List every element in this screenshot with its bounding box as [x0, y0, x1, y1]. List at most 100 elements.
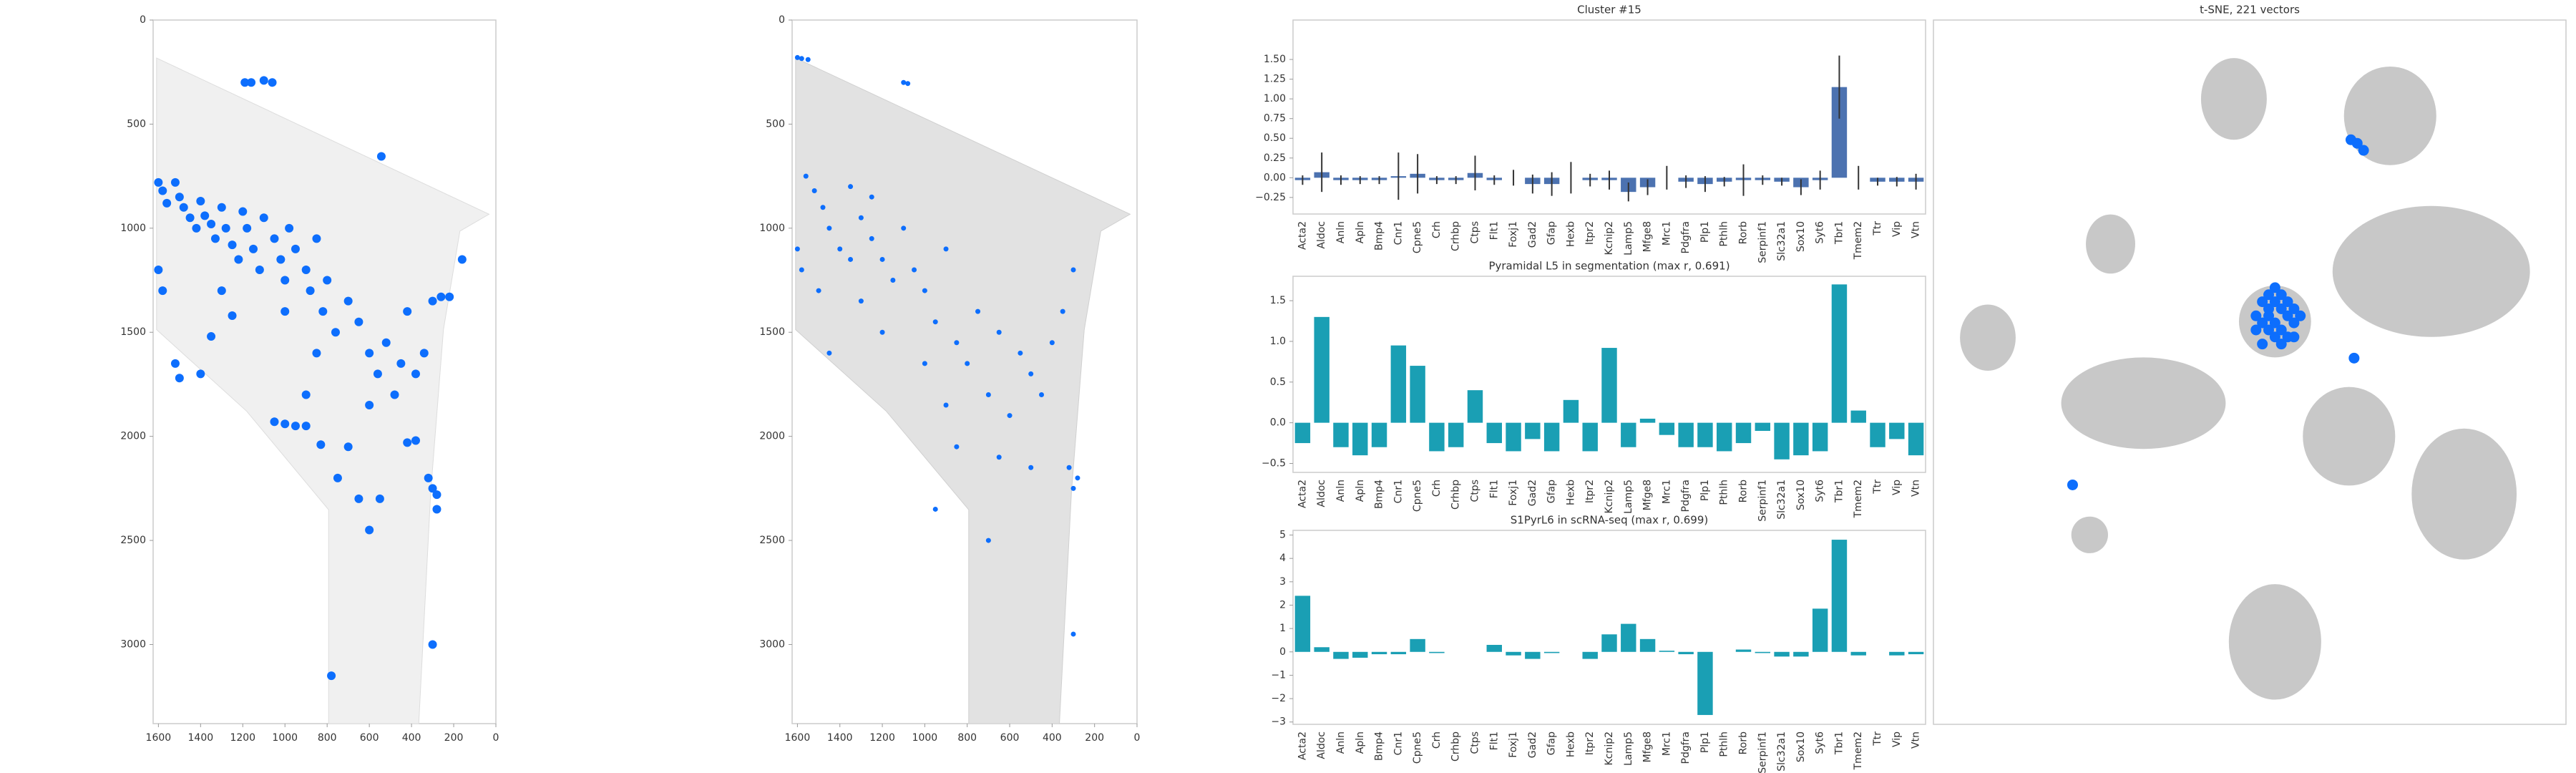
tissue-background	[795, 57, 1131, 724]
point	[811, 188, 817, 193]
bar	[1735, 422, 1752, 444]
x-tick-label: Mfge8	[1642, 731, 1654, 762]
bar	[1543, 651, 1560, 653]
x-tick-label: Crh	[1431, 480, 1443, 497]
bar	[1639, 418, 1656, 423]
point	[432, 490, 441, 500]
point	[1060, 308, 1065, 314]
cluster-background	[2200, 58, 2267, 140]
x-tick-label: Tmem2	[1853, 731, 1864, 770]
bar	[1294, 422, 1311, 444]
y-tick-label: −0.25	[1255, 192, 1286, 203]
point	[196, 369, 205, 379]
y-tick-label: 4	[1279, 553, 1286, 564]
point	[316, 440, 326, 449]
point	[1070, 485, 1076, 491]
x-tick-label: Serpinf1	[1757, 731, 1768, 773]
x-tick-label: 1200	[230, 732, 255, 744]
x-tick-label: Gfap	[1546, 221, 1558, 245]
x-tick-label: Mfge8	[1642, 221, 1654, 252]
point	[375, 494, 384, 503]
x-tick-label: 1000	[272, 732, 298, 744]
x-tick-label: 1400	[188, 732, 214, 744]
bar	[1774, 422, 1790, 460]
x-tick-label: 1600	[785, 732, 811, 744]
point	[2263, 289, 2275, 301]
x-tick-label: Syt6	[1815, 221, 1826, 244]
point	[799, 56, 804, 62]
point	[805, 57, 811, 62]
x-tick-label: 0	[1134, 732, 1141, 744]
point	[2250, 310, 2262, 321]
y-tick-label: 2	[1279, 599, 1286, 611]
point	[2275, 324, 2287, 336]
x-tick-label: Rorb	[1738, 221, 1750, 244]
cluster-background	[2086, 214, 2135, 274]
point	[238, 207, 248, 216]
x-tick-label: 600	[1000, 732, 1020, 744]
x-tick-label: Pdgfra	[1680, 221, 1692, 253]
point	[365, 401, 374, 410]
x-tick-label: Hexb	[1565, 221, 1576, 247]
point	[985, 392, 991, 397]
x-tick-label: Cpne5	[1412, 221, 1423, 253]
x-tick-label: 1200	[869, 732, 895, 744]
cluster-background	[2061, 357, 2226, 449]
point	[217, 203, 226, 212]
tissue-background	[156, 57, 490, 724]
x-tick-label: Kcnip2	[1604, 221, 1615, 255]
y-tick-label: 1.50	[1264, 54, 1286, 65]
x-tick-label: Crh	[1431, 731, 1443, 749]
point	[185, 213, 195, 223]
y-tick-label: −3	[1271, 716, 1286, 728]
x-tick-label: Ttr	[1872, 731, 1883, 747]
x-tick-label: 400	[402, 732, 421, 744]
bar	[1448, 422, 1464, 447]
x-tick-label: Foxj1	[1508, 480, 1519, 506]
point	[879, 329, 885, 335]
bar	[1659, 651, 1675, 652]
x-tick-label: 1400	[827, 732, 853, 744]
x-tick-label: Kcnip2	[1604, 480, 1615, 513]
x-tick-label: Gfap	[1546, 480, 1558, 503]
point	[200, 211, 210, 220]
x-tick-label: Aldoc	[1316, 221, 1327, 249]
y-tick-label: 0.5	[1270, 376, 1286, 388]
y-tick-label: 1.5	[1270, 295, 1286, 306]
point	[312, 234, 321, 243]
x-tick-label: 0	[493, 732, 499, 744]
point	[905, 81, 911, 87]
point	[228, 311, 237, 320]
point	[975, 308, 981, 314]
point	[268, 78, 277, 87]
point	[2269, 296, 2280, 308]
point	[943, 402, 949, 408]
point	[376, 152, 386, 161]
point	[291, 422, 300, 431]
point	[291, 244, 300, 253]
bar	[1314, 316, 1330, 423]
x-tick-label: Anln	[1335, 221, 1347, 243]
bar	[1831, 87, 1848, 178]
bar	[1333, 651, 1349, 659]
x-tick-label: Serpinf1	[1757, 480, 1768, 522]
x-tick-label: Ttr	[1872, 480, 1883, 495]
point	[331, 328, 340, 337]
point	[424, 473, 433, 482]
point	[280, 419, 290, 429]
x-tick-label: 800	[957, 732, 977, 744]
point	[2257, 317, 2268, 329]
chart-title: S1PyrL6 in scRNA-seq (max r, 0.699)	[1511, 514, 1708, 527]
point	[210, 234, 220, 243]
point	[312, 349, 321, 358]
x-tick-label: Anln	[1335, 731, 1347, 754]
bar	[1908, 651, 1924, 655]
point	[858, 215, 864, 220]
point	[1007, 413, 1013, 419]
x-tick-label: Plp1	[1699, 480, 1711, 501]
x-tick-label: Syt6	[1815, 731, 1826, 754]
point	[301, 422, 311, 431]
point	[2288, 317, 2300, 329]
point	[826, 350, 832, 356]
bar	[1601, 634, 1617, 652]
